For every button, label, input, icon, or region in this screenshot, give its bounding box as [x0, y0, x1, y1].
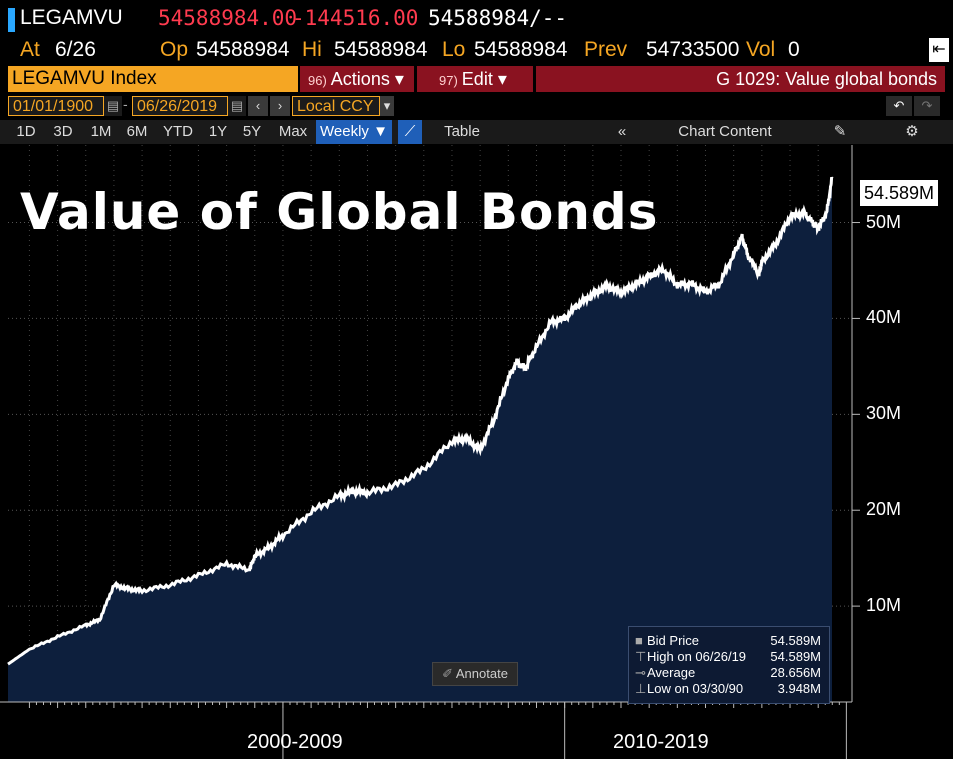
tab-weekly[interactable]: Weekly ▼ — [316, 120, 392, 144]
legend-value: 28.656M — [770, 665, 821, 680]
calendar-icon[interactable]: ▤ — [104, 96, 122, 116]
last-price: 54588984.00 — [158, 6, 298, 30]
y-tick-label: 50M — [866, 211, 902, 232]
double-chevron-left-icon[interactable]: « — [617, 123, 627, 140]
area-fill — [8, 177, 832, 702]
pencil-icon: ✐ — [442, 666, 453, 681]
tab-max[interactable]: Max — [278, 123, 308, 140]
legend-entry: ⊤ High on 06/26/19 54.589M — [635, 649, 825, 665]
chart-area[interactable] — [0, 145, 953, 759]
prev-value: 54733500 — [646, 38, 740, 61]
date-separator: - — [123, 96, 128, 112]
legend: ■ Bid Price 54.589M ⊤ High on 06/26/19 5… — [628, 626, 830, 704]
low-value: 54588984 — [474, 38, 568, 61]
gear-icon[interactable]: ⚙ — [905, 123, 919, 140]
bid-ask: 54588984/-- — [428, 6, 568, 30]
annotate-button[interactable]: ✐ Annotate — [432, 662, 518, 686]
undo-icon[interactable]: ↶ — [886, 96, 912, 116]
chart-name: G 1029: Value global bonds — [536, 66, 945, 92]
tab-1m[interactable]: 1M — [90, 123, 112, 140]
y-tick-label: 20M — [866, 499, 902, 520]
low-label: Lo — [442, 38, 466, 61]
open-value: 54588984 — [196, 38, 290, 61]
at-label: At — [20, 38, 40, 61]
chart-content-label: Chart Content — [678, 123, 772, 140]
legend-label: Low on 03/30/90 — [647, 681, 744, 696]
x-tick-label: 2000-2009 — [247, 731, 343, 753]
at-value: 6/26 — [55, 38, 96, 61]
chevron-left-icon[interactable]: ‹ — [248, 96, 268, 116]
bid-price-line — [7, 176, 834, 666]
legend-label: High on 06/26/19 — [647, 649, 747, 664]
legend-label: Average — [647, 665, 696, 680]
date-range-bar: 01/01/1900 ▤ - 06/26/2019 ▤ ‹ › Local CC… — [0, 94, 953, 118]
chevron-right-icon[interactable]: › — [270, 96, 290, 116]
end-date-input[interactable]: 06/26/2019 — [132, 96, 228, 116]
chart-title: Value of Global Bonds — [20, 183, 659, 241]
start-date-input[interactable]: 01/01/1900 — [8, 96, 104, 116]
y-tick-label: 30M — [866, 403, 902, 424]
tab-1y[interactable]: 1Y — [208, 123, 228, 140]
square-icon: ■ — [635, 633, 643, 648]
edit-label: Edit ▾ — [461, 69, 507, 89]
annotate-label: Annotate — [455, 666, 508, 681]
tab-6m[interactable]: 6M — [126, 123, 148, 140]
y-tick-label: 10M — [866, 595, 902, 616]
edit-icon[interactable]: ✎ — [833, 123, 847, 140]
table-button[interactable]: Table — [444, 123, 480, 140]
actions-label: Actions ▾ — [330, 69, 404, 89]
price-change: -144516.00 — [292, 6, 419, 30]
legend-value: 54.589M — [770, 649, 821, 664]
currency-select[interactable]: Local CCY — [292, 96, 380, 116]
actions-number: 96) — [308, 73, 327, 88]
legend-entry: ⊥ Low on 03/30/90 3.948M — [635, 681, 825, 697]
open-label: Op — [160, 38, 189, 61]
average-line-icon: ⊸ — [635, 665, 646, 680]
high-marker-icon: ⊤ — [635, 649, 647, 664]
quote-stats: At 6/26 Op 54588984 Hi 54588984 Lo 54588… — [0, 38, 953, 66]
tab-ytd[interactable]: YTD — [163, 123, 193, 140]
ticker-symbol: LEGAMVU — [20, 6, 123, 29]
volume-label: Vol — [746, 38, 776, 61]
redo-icon[interactable]: ↷ — [914, 96, 940, 116]
last-value-label: 54.589M — [860, 180, 939, 206]
x-tick-label: 2010-2019 — [613, 731, 709, 753]
legend-value: 54.589M — [770, 633, 821, 648]
line-chart-icon[interactable]: ⟋ — [398, 120, 422, 144]
chevron-down-icon[interactable]: ▾ — [380, 96, 394, 116]
actions-button[interactable]: 96) Actions ▾ — [300, 66, 414, 92]
edit-button[interactable]: 97) Edit ▾ — [417, 66, 533, 92]
exit-icon[interactable]: ⇤ — [929, 38, 949, 62]
tab-3d[interactable]: 3D — [53, 123, 73, 140]
edit-number: 97) — [439, 73, 458, 88]
period-tabs: 1D 3D 1M 6M YTD 1Y 5Y Max Weekly ▼ ⟋ Tab… — [0, 120, 953, 144]
tab-1d[interactable]: 1D — [16, 123, 36, 140]
low-marker-icon: ⊥ — [635, 681, 647, 696]
high-value: 54588984 — [334, 38, 428, 61]
tab-5y[interactable]: 5Y — [242, 123, 262, 140]
calendar-icon[interactable]: ▤ — [228, 96, 246, 116]
volume-value: 0 — [788, 38, 800, 61]
security-marker — [8, 8, 15, 32]
high-label: Hi — [302, 38, 322, 61]
security-field[interactable]: LEGAMVU Index — [8, 66, 298, 92]
prev-label: Prev — [584, 38, 628, 61]
quote-line: LEGAMVU 54588984.00 -144516.00 54588984/… — [0, 0, 953, 38]
chart-content-button[interactable]: Chart Content — [660, 120, 790, 144]
legend-value: 3.948M — [777, 681, 821, 696]
y-tick-label: 40M — [866, 307, 902, 328]
command-bar: LEGAMVU Index 96) Actions ▾ 97) Edit ▾ G 1… — [0, 66, 953, 92]
legend-entry[interactable]: ■ Bid Price 54.589M — [635, 633, 825, 649]
legend-entry: ⊸ Average 28.656M — [635, 665, 825, 681]
legend-label: Bid Price — [647, 633, 700, 648]
